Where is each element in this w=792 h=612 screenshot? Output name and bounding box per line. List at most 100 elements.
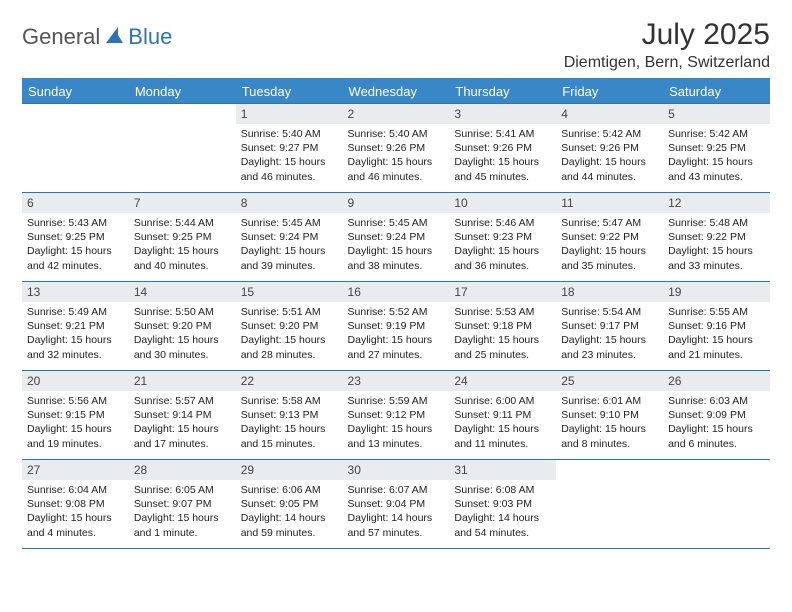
calendar-day-cell: 23Sunrise: 5:59 AMSunset: 9:12 PMDayligh… <box>343 371 450 460</box>
sunset-line: Sunset: 9:07 PM <box>134 497 231 511</box>
sunrise-line: Sunrise: 5:54 AM <box>561 305 658 319</box>
daylight-line: Daylight: 15 hours and 17 minutes. <box>134 422 231 450</box>
sunrise-line: Sunrise: 6:06 AM <box>241 483 338 497</box>
sunrise-line: Sunrise: 5:44 AM <box>134 216 231 230</box>
sunrise-line: Sunrise: 6:03 AM <box>668 394 765 408</box>
calendar-day-cell: 14Sunrise: 5:50 AMSunset: 9:20 PMDayligh… <box>129 282 236 371</box>
day-details: Sunrise: 5:54 AMSunset: 9:17 PMDaylight:… <box>556 302 663 368</box>
sunset-line: Sunset: 9:16 PM <box>668 319 765 333</box>
calendar-day-cell: 18Sunrise: 5:54 AMSunset: 9:17 PMDayligh… <box>556 282 663 371</box>
calendar-head: SundayMondayTuesdayWednesdayThursdayFrid… <box>22 79 770 104</box>
day-number: 27 <box>22 460 129 480</box>
brand-text-general: General <box>22 24 100 50</box>
brand-logo: General Blue <box>22 24 172 50</box>
calendar-empty-cell <box>129 104 236 193</box>
sunset-line: Sunset: 9:03 PM <box>454 497 551 511</box>
day-details: Sunrise: 5:42 AMSunset: 9:25 PMDaylight:… <box>663 124 770 190</box>
day-number: 1 <box>236 104 343 124</box>
calendar-day-cell: 22Sunrise: 5:58 AMSunset: 9:13 PMDayligh… <box>236 371 343 460</box>
sunset-line: Sunset: 9:05 PM <box>241 497 338 511</box>
sunrise-line: Sunrise: 5:40 AM <box>241 127 338 141</box>
sunrise-line: Sunrise: 5:49 AM <box>27 305 124 319</box>
brand-text-blue: Blue <box>128 24 172 50</box>
sunrise-line: Sunrise: 5:46 AM <box>454 216 551 230</box>
calendar-day-cell: 7Sunrise: 5:44 AMSunset: 9:25 PMDaylight… <box>129 193 236 282</box>
sunrise-line: Sunrise: 5:43 AM <box>27 216 124 230</box>
sunset-line: Sunset: 9:23 PM <box>454 230 551 244</box>
day-details: Sunrise: 6:04 AMSunset: 9:08 PMDaylight:… <box>22 480 129 546</box>
day-number: 6 <box>22 193 129 213</box>
daylight-line: Daylight: 15 hours and 25 minutes. <box>454 333 551 361</box>
day-number: 8 <box>236 193 343 213</box>
day-number: 22 <box>236 371 343 391</box>
day-number: 4 <box>556 104 663 124</box>
calendar-day-cell: 8Sunrise: 5:45 AMSunset: 9:24 PMDaylight… <box>236 193 343 282</box>
day-details: Sunrise: 5:40 AMSunset: 9:26 PMDaylight:… <box>343 124 450 190</box>
day-details: Sunrise: 5:53 AMSunset: 9:18 PMDaylight:… <box>449 302 556 368</box>
daylight-line: Daylight: 15 hours and 42 minutes. <box>27 244 124 272</box>
day-number: 23 <box>343 371 450 391</box>
day-number: 19 <box>663 282 770 302</box>
daylight-line: Daylight: 15 hours and 28 minutes. <box>241 333 338 361</box>
daylight-line: Daylight: 14 hours and 57 minutes. <box>348 511 445 539</box>
sunrise-line: Sunrise: 5:55 AM <box>668 305 765 319</box>
day-number: 26 <box>663 371 770 391</box>
daylight-line: Daylight: 15 hours and 6 minutes. <box>668 422 765 450</box>
sunset-line: Sunset: 9:25 PM <box>668 141 765 155</box>
daylight-line: Daylight: 15 hours and 4 minutes. <box>27 511 124 539</box>
sunset-line: Sunset: 9:26 PM <box>561 141 658 155</box>
daylight-line: Daylight: 15 hours and 35 minutes. <box>561 244 658 272</box>
sunrise-line: Sunrise: 5:50 AM <box>134 305 231 319</box>
calendar-page: General Blue July 2025 Diemtigen, Bern, … <box>0 0 792 549</box>
sunset-line: Sunset: 9:15 PM <box>27 408 124 422</box>
calendar-day-cell: 6 Sunrise: 5:43 AMSunset: 9:25 PMDaylight… <box>22 193 129 282</box>
daylight-line: Daylight: 15 hours and 11 minutes. <box>454 422 551 450</box>
day-details: Sunrise: 5:46 AMSunset: 9:23 PMDaylight:… <box>449 213 556 279</box>
day-details: Sunrise: 6:01 AMSunset: 9:10 PMDaylight:… <box>556 391 663 457</box>
day-number: 18 <box>556 282 663 302</box>
sunrise-line: Sunrise: 5:53 AM <box>454 305 551 319</box>
day-details: Sunrise: 6:00 AMSunset: 9:11 PMDaylight:… <box>449 391 556 457</box>
calendar-day-cell: 2Sunrise: 5:40 AMSunset: 9:26 PMDaylight… <box>343 104 450 193</box>
sunrise-line: Sunrise: 5:41 AM <box>454 127 551 141</box>
daylight-line: Daylight: 15 hours and 30 minutes. <box>134 333 231 361</box>
sunset-line: Sunset: 9:14 PM <box>134 408 231 422</box>
sunset-line: Sunset: 9:11 PM <box>454 408 551 422</box>
weekday-header: Wednesday <box>343 79 450 104</box>
daylight-line: Daylight: 15 hours and 46 minutes. <box>241 155 338 183</box>
month-title: July 2025 <box>564 18 770 52</box>
calendar-empty-cell <box>663 460 770 549</box>
sunset-line: Sunset: 9:12 PM <box>348 408 445 422</box>
calendar-day-cell: 10Sunrise: 5:46 AMSunset: 9:23 PMDayligh… <box>449 193 556 282</box>
sunset-line: Sunset: 9:24 PM <box>241 230 338 244</box>
day-details: Sunrise: 5:51 AMSunset: 9:20 PMDaylight:… <box>236 302 343 368</box>
daylight-line: Daylight: 15 hours and 38 minutes. <box>348 244 445 272</box>
daylight-line: Daylight: 14 hours and 54 minutes. <box>454 511 551 539</box>
daylight-line: Daylight: 15 hours and 44 minutes. <box>561 155 658 183</box>
brand-sail-icon <box>104 25 124 50</box>
daylight-line: Daylight: 15 hours and 46 minutes. <box>348 155 445 183</box>
sunset-line: Sunset: 9:08 PM <box>27 497 124 511</box>
calendar-day-cell: 17Sunrise: 5:53 AMSunset: 9:18 PMDayligh… <box>449 282 556 371</box>
day-number: 21 <box>129 371 236 391</box>
calendar-day-cell: 1Sunrise: 5:40 AMSunset: 9:27 PMDaylight… <box>236 104 343 193</box>
day-number: 11 <box>556 193 663 213</box>
daylight-line: Daylight: 15 hours and 13 minutes. <box>348 422 445 450</box>
calendar-day-cell: 13Sunrise: 5:49 AMSunset: 9:21 PMDayligh… <box>22 282 129 371</box>
sunset-line: Sunset: 9:20 PM <box>241 319 338 333</box>
calendar-day-cell: 25Sunrise: 6:01 AMSunset: 9:10 PMDayligh… <box>556 371 663 460</box>
day-number: 12 <box>663 193 770 213</box>
calendar-day-cell: 15Sunrise: 5:51 AMSunset: 9:20 PMDayligh… <box>236 282 343 371</box>
sunrise-line: Sunrise: 6:05 AM <box>134 483 231 497</box>
calendar-day-cell: 30Sunrise: 6:07 AMSunset: 9:04 PMDayligh… <box>343 460 450 549</box>
weekday-header: Tuesday <box>236 79 343 104</box>
day-details: Sunrise: 5:47 AMSunset: 9:22 PMDaylight:… <box>556 213 663 279</box>
calendar-day-cell: 16Sunrise: 5:52 AMSunset: 9:19 PMDayligh… <box>343 282 450 371</box>
sunset-line: Sunset: 9:25 PM <box>27 230 124 244</box>
day-details: Sunrise: 5:55 AMSunset: 9:16 PMDaylight:… <box>663 302 770 368</box>
sunset-line: Sunset: 9:21 PM <box>27 319 124 333</box>
sunset-line: Sunset: 9:22 PM <box>668 230 765 244</box>
calendar-day-cell: 26Sunrise: 6:03 AMSunset: 9:09 PMDayligh… <box>663 371 770 460</box>
day-details: Sunrise: 5:57 AMSunset: 9:14 PMDaylight:… <box>129 391 236 457</box>
day-number: 31 <box>449 460 556 480</box>
